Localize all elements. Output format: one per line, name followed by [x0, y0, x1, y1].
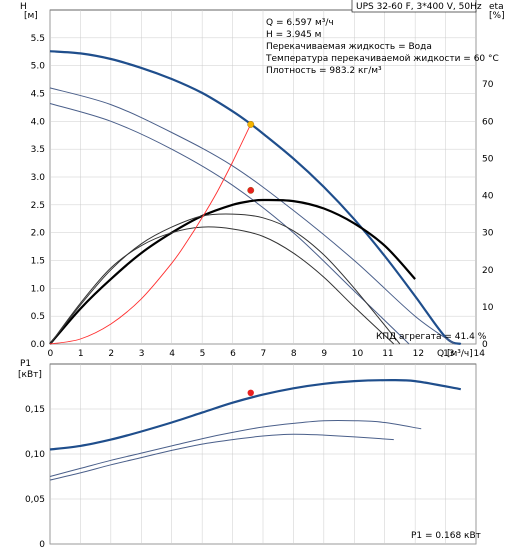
- operating-point: [247, 389, 254, 396]
- x-tick-label: 13: [443, 349, 454, 359]
- x-axis-label-q: Q [м³/ч]: [437, 349, 473, 359]
- y-tick-label: 0,10: [25, 450, 45, 460]
- curve-series: [49, 50, 462, 346]
- power-curve-ticks: 0 0,05 0,10 0,15: [25, 405, 45, 550]
- y-tick-label: 4.0: [31, 117, 46, 127]
- curve-series: [49, 198, 416, 345]
- x-tick-label: 14: [474, 349, 486, 359]
- y-axis-label-p1: P1: [20, 359, 31, 369]
- y-tick-label: 5.0: [31, 62, 46, 72]
- y-tick-label: 2.5: [31, 201, 45, 211]
- curve-series: [49, 87, 455, 345]
- pump-curve-series: [49, 50, 462, 346]
- x-tick-label: 5: [200, 349, 206, 359]
- y2-tick-label: 30: [482, 229, 494, 239]
- y-tick-label: 2.0: [31, 229, 46, 239]
- y2-tick-label: 0: [482, 340, 488, 350]
- y-tick-label: 0.5: [31, 312, 45, 322]
- y-tick-label: 4.5: [31, 90, 45, 100]
- efficiency-annotation: КПД агрегата = 41.4 %: [376, 332, 487, 342]
- y2-axis-unit-eta: [%]: [489, 11, 505, 21]
- curve-series: [49, 226, 395, 345]
- x-tick-label: 10: [352, 349, 364, 359]
- operating-point: [247, 186, 255, 194]
- power-curve-grid: [49, 364, 477, 545]
- y-tick-label: 3.0: [31, 173, 46, 183]
- y2-axis-label-eta: eta: [489, 2, 504, 12]
- pump-name-box: [351, 0, 477, 13]
- y-tick-label: 1.5: [31, 257, 45, 267]
- x-tick-label: 12: [413, 349, 424, 359]
- info-line: Q = 6.597 м³/ч: [266, 18, 334, 28]
- info-line: Перекачиваемая жидкость = Вода: [266, 42, 432, 52]
- x-tick-label: 6: [230, 349, 236, 359]
- y-tick-label: 0,05: [25, 495, 45, 505]
- x-tick-label: 8: [291, 349, 297, 359]
- y-axis-label-h: H: [20, 2, 27, 12]
- y2-tick-label: 10: [482, 303, 494, 313]
- power-annotation: P1 = 0.168 кВт: [411, 531, 481, 541]
- power-curve-series: [49, 378, 461, 481]
- y2-tick-label: 40: [482, 192, 494, 202]
- curve-series: [49, 213, 401, 345]
- y2-tick-label: 20: [482, 266, 494, 276]
- x-tick-label: 4: [169, 349, 175, 359]
- curve-series: [49, 123, 252, 345]
- y-tick-label: 0: [39, 540, 45, 550]
- x-tick-label: 2: [108, 349, 114, 359]
- x-tick-label: 7: [261, 349, 267, 359]
- operating-point-info: Q = 6.597 м³/ч H = 3.945 м Перекачиваема…: [265, 18, 499, 76]
- info-line: H = 3.945 м: [266, 30, 321, 40]
- x-tick-label: 0: [48, 349, 54, 359]
- pump-curve-ticks: 0 1 2 3 4 5 6 7 8 9 10 11 12 13 140.00.51.01.52.02.53.…: [31, 34, 494, 359]
- curve-series: [49, 103, 410, 345]
- y-axis-unit-p1: [кВт]: [18, 370, 42, 380]
- y2-tick-label: 60: [482, 117, 494, 127]
- y-tick-label: 5.5: [31, 34, 45, 44]
- y2-tick-label: 50: [482, 154, 494, 164]
- power-series: [49, 419, 422, 477]
- x-tick-label: 1: [78, 349, 84, 359]
- x-tick-label: 11: [382, 349, 393, 359]
- power-series: [49, 433, 394, 481]
- y-tick-label: 0,15: [25, 405, 45, 415]
- y-tick-label: 0.0: [31, 340, 46, 350]
- power-series: [49, 378, 461, 451]
- pump-curve-grid: [49, 10, 477, 345]
- info-line: Плотность = 983.2 кг/м³: [266, 66, 382, 76]
- x-tick-label: 9: [321, 349, 327, 359]
- y2-tick-label: 70: [482, 80, 494, 90]
- y-tick-label: 3.5: [31, 145, 45, 155]
- operating-point: [247, 120, 255, 128]
- pump-name: UPS 32-60 F, 3*400 V, 50Hz: [356, 2, 482, 12]
- x-tick-label: 3: [139, 349, 145, 359]
- y-axis-unit-h: [м]: [24, 11, 38, 21]
- y-tick-label: 1.0: [31, 284, 46, 294]
- info-line: Температура перекачиваемой жидкости = 60…: [265, 54, 499, 64]
